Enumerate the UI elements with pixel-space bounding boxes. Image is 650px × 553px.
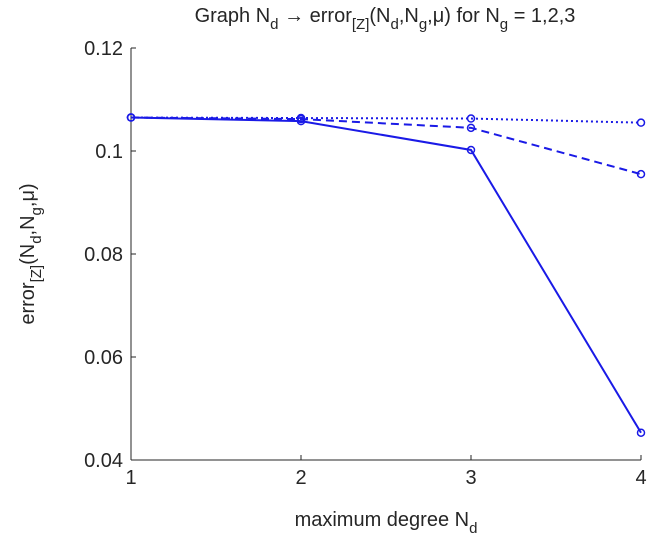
- text-part: (N: [17, 244, 39, 265]
- data-point: [636, 428, 646, 437]
- y-tick-label: 0.12: [84, 38, 123, 60]
- x-tick-label: 4: [635, 467, 646, 489]
- series-line: [130, 116, 642, 124]
- text-part: d: [270, 16, 278, 33]
- data-point: [466, 114, 476, 123]
- x-axis-label: maximum degree Nd: [295, 509, 478, 537]
- data-point: [466, 123, 476, 133]
- text-part: Graph N: [195, 5, 271, 27]
- text-part: → error: [279, 5, 353, 27]
- text-part: maximum degree N: [295, 509, 470, 531]
- data-point: [126, 113, 136, 122]
- text-part: ,μ) for N: [427, 5, 500, 27]
- text-part: d: [469, 520, 477, 537]
- text-part: [Z]: [28, 265, 45, 283]
- text-part: = 1,2,3: [508, 5, 575, 27]
- x-tick-label: 2: [295, 467, 306, 489]
- series-line: [130, 116, 642, 176]
- x-tick-label: 3: [465, 467, 476, 489]
- text-part: [Z]: [352, 16, 370, 33]
- text-part: ,μ): [17, 183, 39, 207]
- text-part: ,N: [17, 215, 39, 235]
- x-tick-label: 1: [125, 467, 136, 489]
- y-tick-label: 0.04: [84, 450, 123, 472]
- text-part: d: [28, 235, 45, 243]
- chart-title: Graph Nd → error[Z](Nd,Ng,μ) for Ng = 1,…: [195, 5, 576, 33]
- series-line: [130, 116, 642, 434]
- text-part: (N: [369, 5, 390, 27]
- data-point: [636, 118, 646, 127]
- y-tick-label: 0.06: [84, 347, 123, 369]
- data-point: [466, 145, 476, 155]
- y-axis-label: error[Z](Nd,Ng,μ): [17, 183, 45, 324]
- text-part: g: [500, 16, 508, 33]
- y-tick-label: 0.08: [84, 244, 123, 266]
- data-point: [296, 113, 306, 123]
- text-part: ,N: [399, 5, 419, 27]
- text-part: g: [28, 207, 45, 215]
- text-part: error: [17, 282, 39, 325]
- text-part: g: [419, 16, 427, 33]
- text-part: d: [390, 16, 398, 33]
- data-point: [636, 169, 646, 179]
- y-tick-label: 0.1: [95, 141, 123, 163]
